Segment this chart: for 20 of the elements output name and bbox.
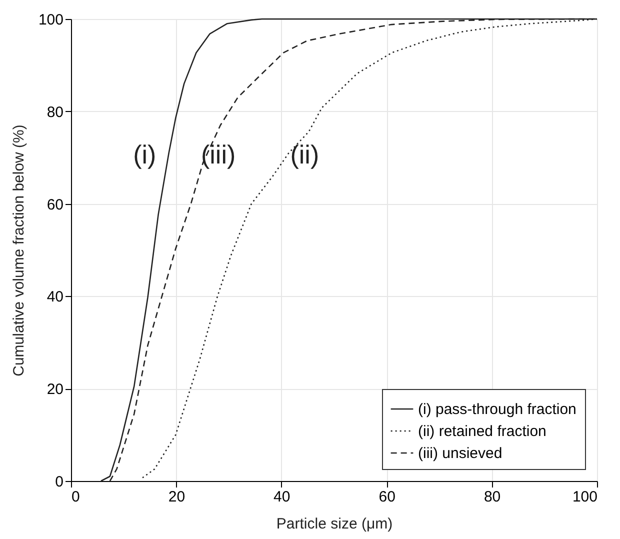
x-tick-label: 40 xyxy=(274,488,290,506)
y-tick-label: 40 xyxy=(46,288,64,306)
x-tick-label: 100 xyxy=(572,488,598,506)
x-axis-title: Particle size (μm) xyxy=(276,516,393,532)
legend-label: (iii) unsieved xyxy=(418,445,502,462)
y-axis-title: Cumulative volume fraction below (%) xyxy=(10,124,28,376)
x-tick-label: 80 xyxy=(484,488,501,506)
x-tick-label: 0 xyxy=(72,488,80,506)
annotation: (iii) xyxy=(200,140,236,170)
y-tick-label: 100 xyxy=(38,12,64,28)
annotation: (i) xyxy=(133,140,156,170)
x-tick-label: 60 xyxy=(378,488,396,506)
y-tick-label: 20 xyxy=(46,381,64,398)
y-tick-label: 60 xyxy=(46,196,64,214)
x-tick-label: 20 xyxy=(168,488,186,506)
annotation: (ii) xyxy=(290,140,320,170)
y-tick-label: 0 xyxy=(55,474,64,490)
y-tick-label: 80 xyxy=(46,104,64,121)
legend-label: (ii) retained fraction xyxy=(418,423,546,440)
legend-label: (i) pass-through fraction xyxy=(418,401,576,418)
